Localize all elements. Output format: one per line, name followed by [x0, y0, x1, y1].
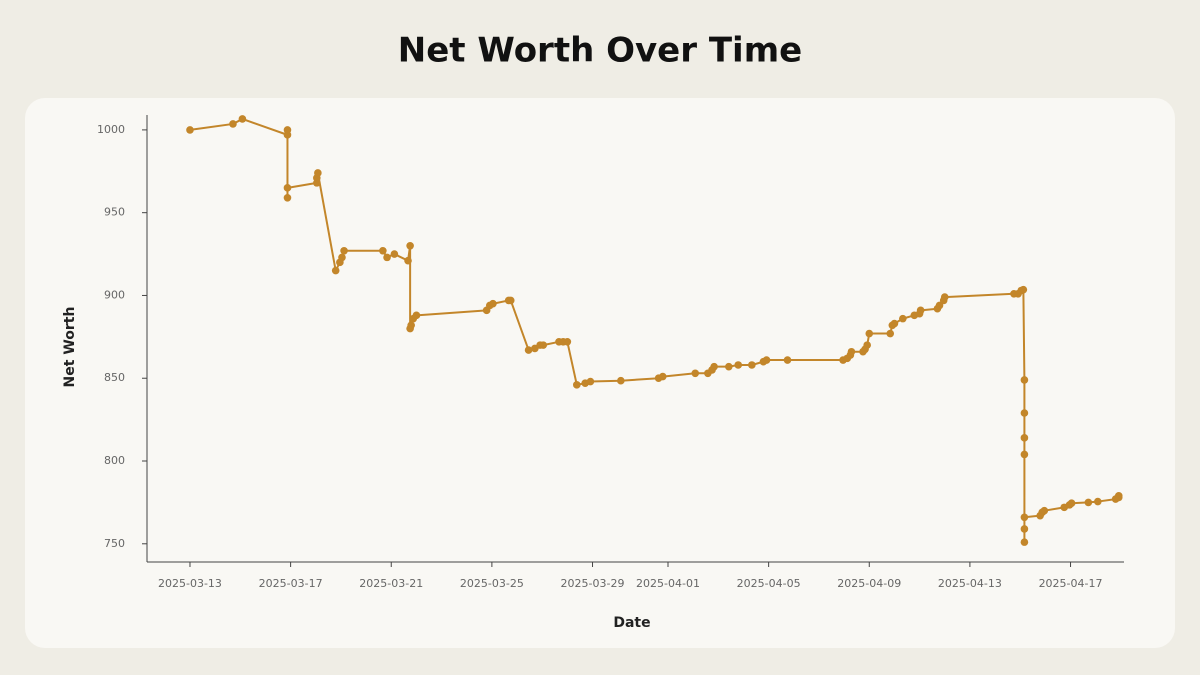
point [617, 376, 625, 385]
point [283, 126, 292, 134]
x-tick-label: 2025-04-01 [636, 577, 700, 590]
point [186, 126, 194, 134]
x-tick-label: 2025-04-17 [1039, 577, 1103, 590]
chart-title: Net Worth Over Time [398, 31, 802, 71]
point [1020, 434, 1029, 442]
point [847, 347, 856, 356]
point [1114, 491, 1123, 500]
point [238, 115, 247, 123]
point [406, 241, 414, 250]
point [890, 319, 899, 328]
y-axis-label: Net Worth [62, 307, 78, 388]
point [935, 301, 944, 310]
point [506, 296, 515, 305]
point [1020, 409, 1029, 417]
y-tick-label: 750 [104, 537, 125, 550]
y-tick-label: 900 [104, 288, 125, 301]
point [886, 329, 895, 338]
point [1040, 506, 1049, 515]
point [724, 362, 733, 371]
point [586, 377, 595, 386]
point [691, 369, 700, 378]
point [338, 253, 346, 262]
y-tick-label: 850 [104, 371, 125, 384]
point [314, 169, 322, 177]
x-tick-label: 2025-03-17 [259, 577, 323, 590]
x-tick-label: 2025-03-29 [561, 577, 625, 590]
point [379, 246, 387, 255]
y-tick-label: 800 [104, 454, 125, 467]
point [563, 338, 572, 346]
card [25, 98, 1175, 648]
point [748, 361, 756, 369]
point [734, 361, 743, 369]
x-tick-label: 2025-03-25 [460, 577, 524, 590]
point [383, 253, 391, 262]
point [783, 356, 792, 364]
x-tick-label: 2025-04-09 [837, 577, 901, 590]
point [1067, 499, 1076, 508]
x-tick-label: 2025-03-13 [158, 577, 222, 590]
point [710, 362, 718, 371]
x-tick-label: 2025-04-05 [737, 577, 801, 590]
point [1093, 497, 1102, 506]
point [865, 329, 874, 338]
point [412, 311, 421, 320]
point [1084, 498, 1093, 507]
point [340, 246, 348, 255]
y-tick-label: 950 [104, 206, 125, 219]
point [1020, 450, 1029, 459]
point [1020, 376, 1029, 384]
point [1020, 538, 1029, 546]
point [572, 381, 581, 389]
point [658, 372, 667, 381]
point [404, 256, 412, 265]
point [489, 299, 497, 308]
point [863, 341, 871, 349]
y-tick-label: 1000 [97, 123, 125, 136]
point [899, 314, 907, 323]
point [229, 120, 237, 128]
point [331, 266, 340, 275]
point [916, 306, 925, 315]
point [407, 321, 415, 330]
x-axis-label: Date [613, 615, 650, 631]
point [283, 193, 292, 202]
x-tick-label: 2025-03-21 [359, 577, 423, 590]
point [283, 184, 292, 192]
point [1020, 513, 1029, 522]
point [539, 341, 548, 349]
point [762, 356, 771, 364]
point [524, 346, 533, 354]
point [1019, 285, 1028, 294]
point [1020, 525, 1029, 533]
point [390, 250, 399, 258]
point [940, 293, 949, 301]
x-tick-label: 2025-04-13 [938, 577, 1002, 590]
